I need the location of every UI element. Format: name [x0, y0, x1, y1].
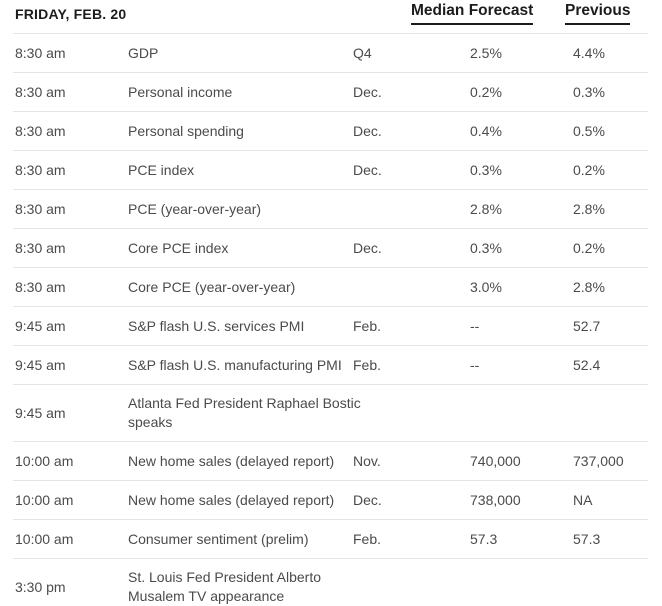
event-previous: 0.2% — [573, 239, 605, 256]
event-time: 10:00 am — [15, 530, 74, 547]
calendar-row: 8:30 am Personal spending Dec. 0.4% 0.5% — [13, 111, 648, 150]
calendar-row: 10:00 am Consumer sentiment (prelim) Feb… — [13, 519, 648, 558]
event-median-forecast: 0.3% — [470, 161, 502, 178]
event-name-line: speaks — [128, 414, 173, 430]
event-time: 8:30 am — [15, 278, 66, 295]
event-median-forecast: 738,000 — [470, 491, 521, 508]
event-previous: 0.5% — [573, 122, 605, 139]
calendar-row: 9:45 am S&P flash U.S. manufacturing PMI… — [13, 345, 648, 384]
event-time: 10:00 am — [15, 452, 74, 469]
event-previous: 737,000 — [573, 452, 624, 469]
event-name: Atlanta Fed President Raphael Bostic spea… — [128, 394, 361, 432]
event-period: Dec. — [353, 161, 382, 178]
event-name-line: Core PCE index — [128, 239, 229, 256]
event-name: PCE (year-over-year) — [128, 200, 353, 219]
event-name: S&P flash U.S. services PMI — [128, 317, 353, 336]
event-time: 8:30 am — [15, 200, 66, 217]
event-name: New home sales (delayed report) — [128, 491, 353, 510]
event-time: 8:30 am — [15, 122, 66, 139]
event-median-forecast: 57.3 — [470, 530, 498, 547]
event-median-forecast: 0.3% — [470, 239, 502, 256]
event-time: 9:45 am — [15, 356, 66, 373]
event-name: PCE index — [128, 161, 353, 180]
event-time: 8:30 am — [15, 44, 66, 61]
event-name: St. Louis Fed President Alberto Musalem T… — [128, 568, 353, 606]
event-time: 8:30 am — [15, 161, 66, 178]
event-period: Q4 — [353, 44, 372, 61]
event-previous: 2.8% — [573, 200, 605, 217]
event-period: Dec. — [353, 491, 382, 508]
event-name-line: New home sales (delayed report) — [128, 491, 335, 508]
event-previous: 0.3% — [573, 83, 605, 100]
event-median-forecast: 3.0% — [470, 278, 502, 295]
event-previous: 4.4% — [573, 44, 605, 61]
event-median-forecast: 0.4% — [470, 122, 502, 139]
calendar-row: 8:30 am Core PCE index Dec. 0.3% 0.2% — [13, 228, 648, 267]
event-median-forecast: 0.2% — [470, 83, 502, 100]
calendar-row: 8:30 am PCE (year-over-year) 2.8% 2.8% — [13, 189, 648, 228]
event-time: 10:00 am — [15, 491, 74, 508]
event-period: Nov. — [353, 452, 381, 469]
event-previous: NA — [573, 491, 593, 508]
calendar-day-title: FRIDAY, FEB. 20 — [15, 6, 127, 22]
event-name-line: Musalem TV appearance — [128, 588, 285, 604]
event-time: 3:30 pm — [15, 578, 66, 595]
event-median-forecast: -- — [470, 356, 480, 373]
event-period: Dec. — [353, 83, 382, 100]
event-name-line: GDP — [128, 44, 159, 61]
event-previous: 52.7 — [573, 317, 601, 334]
event-median-forecast: 2.8% — [470, 200, 502, 217]
event-name-line: Personal income — [128, 83, 233, 100]
event-median-forecast: 2.5% — [470, 44, 502, 61]
event-period: Feb. — [353, 356, 382, 373]
calendar-row: 8:30 am Core PCE (year-over-year) 3.0% 2… — [13, 267, 648, 306]
calendar-row: 8:30 am PCE index Dec. 0.3% 0.2% — [13, 150, 648, 189]
event-name: Personal income — [128, 83, 353, 102]
event-name: Consumer sentiment (prelim) — [128, 530, 353, 549]
event-name: GDP — [128, 44, 353, 63]
calendar-rows: 8:30 am GDP Q4 2.5% 4.4% 8:30 am Persona… — [13, 33, 648, 606]
event-time: 9:45 am — [15, 317, 66, 334]
calendar-row: 10:00 am New home sales (delayed report)… — [13, 480, 648, 519]
calendar-header: FRIDAY, FEB. 20 Median Forecast Previous — [0, 0, 662, 33]
event-period: Feb. — [353, 530, 382, 547]
calendar-row: 8:30 am GDP Q4 2.5% 4.4% — [13, 33, 648, 72]
calendar-row: 9:45 am Atlanta Fed President Raphael Bo… — [13, 384, 648, 441]
event-name-line: Personal spending — [128, 122, 244, 139]
calendar-row: 3:30 pm St. Louis Fed President Alberto M… — [13, 558, 648, 606]
event-time: 9:45 am — [15, 404, 66, 421]
event-name-line: PCE index — [128, 161, 195, 178]
event-previous: 2.8% — [573, 278, 605, 295]
event-previous: 52.4 — [573, 356, 601, 373]
event-previous: 57.3 — [573, 530, 601, 547]
calendar-row: 9:45 am S&P flash U.S. services PMI Feb.… — [13, 306, 648, 345]
event-time: 8:30 am — [15, 83, 66, 100]
event-name: Personal spending — [128, 122, 353, 141]
event-name: New home sales (delayed report) — [128, 452, 353, 471]
event-name: Core PCE (year-over-year) — [128, 278, 353, 297]
event-name-line: Consumer sentiment (prelim) — [128, 530, 309, 547]
event-period: Feb. — [353, 317, 382, 334]
event-name-line: PCE (year-over-year) — [128, 200, 262, 217]
event-period: Dec. — [353, 122, 382, 139]
event-name-line: S&P flash U.S. manufacturing PMI — [128, 356, 342, 373]
event-time: 8:30 am — [15, 239, 66, 256]
event-name-line: Core PCE (year-over-year) — [128, 278, 296, 295]
event-name-line: Atlanta Fed President Raphael Bostic — [128, 395, 361, 411]
calendar-row: 10:00 am New home sales (delayed report)… — [13, 441, 648, 480]
event-median-forecast: -- — [470, 317, 480, 334]
event-name: S&P flash U.S. manufacturing PMI — [128, 356, 353, 375]
event-name-line: New home sales (delayed report) — [128, 452, 335, 469]
column-header-median-forecast: Median Forecast — [411, 2, 534, 25]
column-header-previous: Previous — [565, 2, 631, 25]
event-median-forecast: 740,000 — [470, 452, 521, 469]
calendar-row: 8:30 am Personal income Dec. 0.2% 0.3% — [13, 72, 648, 111]
event-name-line: S&P flash U.S. services PMI — [128, 317, 305, 334]
event-name: Core PCE index — [128, 239, 353, 258]
event-name-line: St. Louis Fed President Alberto — [128, 569, 321, 585]
event-period: Dec. — [353, 239, 382, 256]
event-previous: 0.2% — [573, 161, 605, 178]
